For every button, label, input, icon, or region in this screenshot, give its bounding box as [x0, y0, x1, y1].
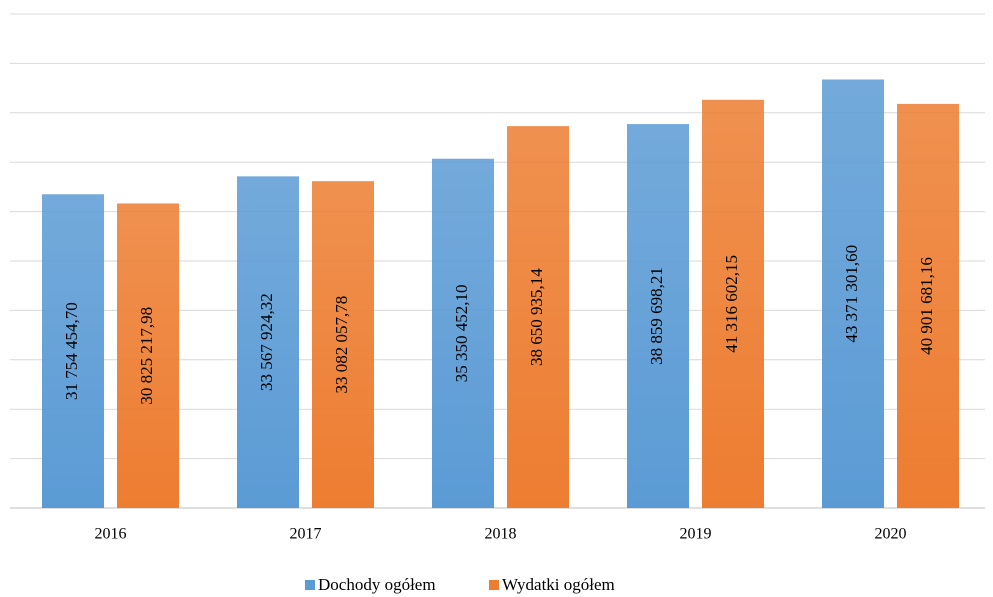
data-label: 35 350 452,10	[452, 284, 471, 382]
data-label: 30 825 217,98	[137, 307, 156, 405]
x-tick-label: 2019	[680, 526, 712, 543]
bar	[312, 181, 374, 508]
bar	[237, 176, 299, 508]
x-tick-label: 2017	[290, 526, 322, 543]
bar	[627, 124, 689, 508]
legend-swatch	[489, 580, 499, 590]
legend-swatch	[305, 580, 315, 590]
data-label: 40 901 681,16	[917, 257, 936, 355]
legend-label: Dochody ogółem	[318, 575, 436, 594]
bar	[897, 103, 959, 508]
data-label: 33 567 924,32	[257, 293, 276, 391]
bar	[702, 99, 764, 509]
bar	[432, 158, 494, 508]
x-tick-label: 2020	[875, 526, 907, 543]
bar	[507, 126, 569, 509]
x-tick-label: 2016	[95, 526, 127, 543]
data-label: 43 371 301,60	[842, 245, 861, 343]
x-tick-label: 2018	[485, 526, 517, 543]
bar	[117, 203, 179, 509]
data-label: 31 754 454,70	[62, 302, 81, 400]
legend-label: Wydatki ogółem	[502, 575, 615, 594]
bar	[822, 79, 884, 508]
bar	[42, 194, 104, 508]
data-label: 33 082 057,78	[332, 296, 351, 394]
data-label: 41 316 602,15	[722, 255, 741, 353]
data-label: 38 859 698,21	[647, 267, 666, 365]
data-label: 38 650 935,14	[527, 268, 546, 366]
